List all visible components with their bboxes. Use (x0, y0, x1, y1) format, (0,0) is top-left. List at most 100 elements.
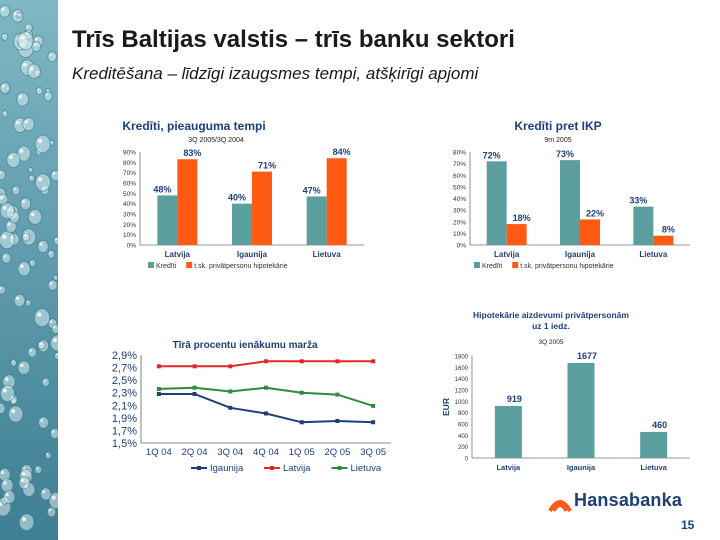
data-label: 48% (153, 184, 171, 194)
water-drop-highlight (5, 493, 9, 497)
water-drop-highlight (0, 196, 3, 199)
data-point (335, 419, 340, 423)
chart-title: Hipotekārie aizdevumi privātpersonām (473, 310, 629, 320)
data-label: 919 (507, 394, 522, 404)
category-label: Lietuva (639, 250, 668, 259)
data-point (371, 403, 376, 408)
data-point (156, 386, 161, 391)
water-drop (41, 377, 50, 387)
category-label: Lietuva (641, 463, 668, 472)
water-drop (34, 134, 51, 154)
legend-swatch (186, 262, 193, 268)
data-label: 1677 (577, 351, 597, 361)
data-label: 18% (513, 213, 531, 223)
y-tick-label: 0% (457, 243, 467, 250)
water-drop (27, 208, 42, 225)
y-tick-label: 0% (127, 243, 137, 250)
y-tick-label: 2,3% (112, 388, 137, 400)
water-drop (17, 360, 31, 375)
slide-subtitle: Kreditēšana – līdzīgi izaugsmes tempi, a… (72, 64, 479, 83)
water-drop (3, 489, 16, 504)
y-axis-label: EUR (441, 398, 451, 416)
water-drop-highlight (37, 312, 42, 317)
water-drop-highlight (11, 360, 14, 363)
legend-label: t.sk. privātpersonu hipotekārie (194, 263, 287, 270)
bar (560, 160, 580, 245)
water-drop (22, 232, 31, 242)
water-drop (37, 340, 46, 350)
water-drop (33, 308, 51, 328)
water-drops-sidebar (0, 0, 58, 540)
water-drop (28, 174, 36, 183)
water-drop (18, 513, 35, 531)
chart-subtitle: 3Q 2005 (539, 339, 564, 346)
x-tick-label: 4Q 04 (253, 447, 279, 458)
water-drop-highlight (20, 363, 24, 367)
water-drop-highlight (19, 149, 24, 153)
category-label: Igaunija (237, 250, 268, 259)
y-tick-label: 30% (453, 208, 466, 215)
water-drop (0, 202, 15, 220)
water-drop-highlight (5, 377, 9, 381)
x-tick-label: 1Q 05 (289, 447, 315, 458)
x-tick-label: 3Q 04 (217, 447, 243, 458)
water-drop-highlight (2, 234, 7, 239)
water-drop (1, 252, 12, 264)
water-drop (1, 110, 9, 118)
data-point (299, 420, 304, 425)
data-label: 72% (483, 150, 501, 160)
water-drop-highlight (55, 238, 57, 241)
data-point (299, 359, 304, 364)
y-tick-label: 40% (453, 196, 466, 203)
bar (567, 362, 595, 458)
y-tick-label: 2,9% (112, 350, 137, 362)
water-drop (18, 476, 31, 490)
y-tick-label: 10% (123, 232, 136, 239)
water-drop-highlight (29, 349, 32, 352)
data-point (371, 420, 376, 425)
chart-subtitle: 3Q 2005/3Q 2004 (188, 137, 244, 144)
water-drop (47, 279, 58, 291)
water-drop-highlight (30, 66, 34, 71)
water-drop-highlight (48, 509, 52, 512)
water-drop-highlight (43, 379, 46, 382)
water-drop (47, 51, 57, 63)
water-drop-highlight (49, 320, 53, 323)
water-drop (17, 261, 31, 277)
data-point (228, 364, 233, 369)
y-tick-label: 1200 (455, 389, 469, 395)
water-drop (50, 427, 58, 439)
legend-label: Kredīti (156, 263, 177, 270)
legend-swatch (474, 262, 480, 268)
y-tick-label: 200 (458, 445, 469, 451)
c2-svg: Kredīti pret IKP 9m 2005 0% 10% 20% 30% 40% 50%… (453, 119, 690, 270)
data-point (335, 359, 340, 364)
y-tick-label: 1000 (455, 400, 469, 406)
water-drop-highlight (20, 264, 24, 268)
water-drop (0, 402, 6, 415)
water-drop-highlight (2, 34, 5, 37)
water-drop-highlight (16, 296, 20, 300)
water-drop-highlight (39, 342, 42, 345)
water-drop-highlight (22, 200, 26, 204)
logo-text: Hansabanka (574, 490, 683, 510)
data-point (192, 391, 197, 396)
credit-to-gdp-chart: Kredīti pret IKP 9m 2005 0% 10% 20% 30% 40% 50%… (440, 118, 698, 282)
data-label: 33% (629, 196, 647, 206)
water-drop (51, 324, 58, 334)
water-drop (11, 185, 21, 196)
water-drop (13, 293, 26, 308)
water-drop-highlight (2, 206, 7, 210)
water-drop-highlight (50, 141, 52, 143)
water-drop-highlight (13, 187, 16, 190)
series-line (158, 393, 374, 424)
bar (157, 195, 178, 245)
water-drop (0, 82, 11, 95)
y-tick-label: 40% (123, 201, 136, 208)
bar (633, 206, 654, 245)
y-tick-label: 1,5% (112, 438, 137, 450)
water-drop-highlight (49, 53, 52, 56)
water-drop-highlight (37, 138, 43, 144)
slide-title: Trīs Baltijas valstis – trīs banku sekto… (72, 26, 515, 53)
legend-swatch (148, 262, 154, 268)
